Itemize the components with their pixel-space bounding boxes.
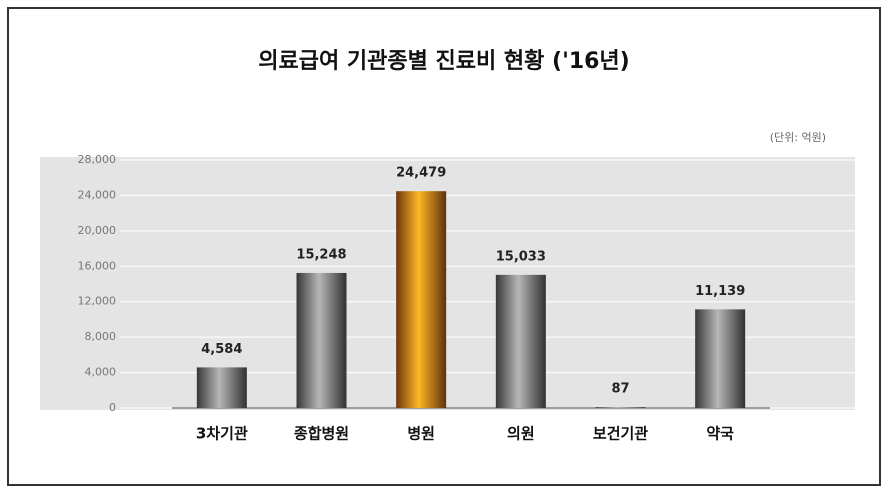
value-label: 87 bbox=[611, 382, 629, 397]
x-tick-label: 병원 bbox=[407, 425, 435, 443]
x-tick-label: 약국 bbox=[706, 425, 734, 443]
y-tick-label: 0 bbox=[109, 401, 116, 414]
x-tick-label: 의원 bbox=[507, 425, 535, 443]
bar bbox=[396, 191, 447, 408]
y-tick-label: 4,000 bbox=[85, 366, 117, 379]
bar bbox=[296, 272, 347, 408]
bar bbox=[495, 274, 546, 408]
y-tick-label: 8,000 bbox=[85, 330, 117, 343]
y-tick-label: 28,000 bbox=[78, 153, 117, 166]
bar bbox=[196, 367, 247, 408]
y-tick-label: 24,000 bbox=[78, 188, 117, 201]
y-tick-label: 12,000 bbox=[78, 295, 117, 308]
bar bbox=[595, 407, 646, 408]
x-tick-label: 3차기관 bbox=[196, 425, 248, 443]
bar bbox=[695, 309, 746, 408]
x-tick-label: 보건기관 bbox=[593, 425, 648, 443]
value-label: 24,479 bbox=[396, 166, 446, 181]
y-tick-label: 20,000 bbox=[78, 224, 117, 237]
unit-label: (단위: 억원) bbox=[770, 131, 826, 144]
x-tick-label: 종합병원 bbox=[294, 425, 349, 443]
value-label: 15,248 bbox=[296, 247, 346, 262]
chart-title: 의료급여 기관종별 진료비 현황 ('16년) bbox=[258, 49, 629, 74]
value-label: 4,584 bbox=[201, 342, 242, 357]
value-label: 15,033 bbox=[496, 249, 546, 264]
y-tick-label: 16,000 bbox=[78, 259, 117, 272]
value-label: 11,139 bbox=[695, 284, 745, 299]
